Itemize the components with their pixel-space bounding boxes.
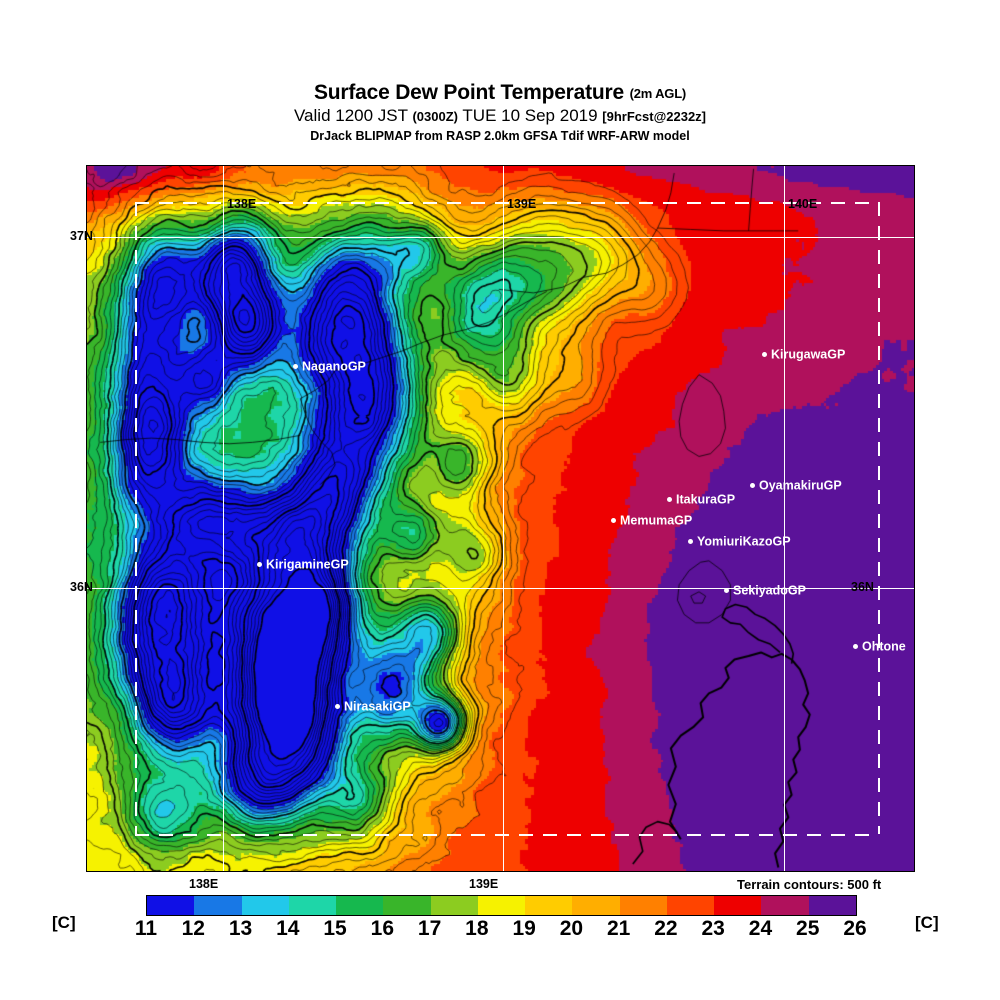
station-label: NirasakiGP [344, 699, 411, 714]
colorbar-tick-20: 20 [559, 917, 584, 940]
graticule-latitude-37N [87, 237, 914, 238]
colorbar-band-12 [194, 896, 242, 915]
station-label: KirigamineGP [266, 557, 349, 572]
colorbar-band-11 [147, 896, 195, 915]
colorbar-band-19 [525, 896, 573, 915]
colorbar-tick-21: 21 [606, 917, 631, 940]
station-marker-icon [667, 497, 672, 503]
station-label: MemumaGP [620, 513, 693, 528]
station-marker-icon [611, 518, 616, 524]
station-marker-icon [257, 562, 262, 568]
colorbar-tick-26: 26 [843, 917, 867, 940]
colorbar-band-20 [572, 896, 620, 915]
colorbar-band-23 [714, 896, 762, 915]
station-kirigaminegp[interactable]: KirigamineGP [257, 558, 349, 571]
colorbar-band-17 [430, 896, 478, 915]
colorbar-tick-14: 14 [276, 917, 300, 940]
colorbar-tick-13: 13 [228, 917, 253, 940]
station-label: ItakuraGP [676, 492, 736, 507]
station-label: NaganoGP [302, 359, 366, 374]
station-nirasakigp[interactable]: NirasakiGP [335, 700, 411, 713]
colorbar-tick-18: 18 [465, 917, 489, 940]
valid-time: Valid 1200 JST [293, 106, 408, 125]
valid-date: TUE 10 Sep 2019 [462, 106, 598, 125]
valid-time-line: Valid 1200 JST (0300Z) TUE 10 Sep 2019 [… [0, 106, 1000, 127]
colorbar-tick-23: 23 [701, 917, 725, 940]
station-memumagp[interactable]: MemumaGP [611, 514, 692, 527]
map-overlay: 138E 139E 140E NaganoGP KirugawaGP OyamakiruG… [87, 166, 914, 872]
valid-time-utc: (0300Z) [412, 109, 458, 124]
colorbar-band-24 [761, 896, 809, 915]
colorbar-band-14 [288, 896, 337, 915]
graticule-longitude-138E [223, 166, 224, 871]
colorbar-tick-22: 22 [654, 917, 678, 940]
station-fujigawagp[interactable]: FujigawaGP [384, 871, 465, 872]
page-title-main: Surface Dew Point Temperature [313, 81, 624, 104]
model-source: DrJack BLIPMAP from RASP 2.0km GFSA Tdif… [310, 129, 690, 143]
colorbar-tick-12: 12 [181, 917, 205, 940]
colorbar-band-16 [383, 896, 431, 915]
station-naganogp[interactable]: NaganoGP [293, 360, 366, 373]
station-marker-icon [293, 364, 298, 370]
forecast-tag: [9hrFcst@2232z] [602, 109, 707, 124]
colorbar-tick-19: 19 [512, 917, 536, 940]
station-oyamakirugp[interactable]: OyamakiruGP [750, 479, 842, 492]
graticule-latitude-36N [87, 588, 914, 589]
station-label: YomiuriKazoGP [697, 534, 791, 549]
station-marker-icon [750, 483, 755, 489]
lon-label-bottom-138e: 138E [189, 877, 219, 891]
lon-label-top-139E: 139E [507, 197, 537, 211]
station-ohtone[interactable]: Ohtone [853, 640, 906, 653]
lat-label-right-36n: 36N [851, 580, 874, 594]
station-marker-icon [724, 588, 729, 594]
lat-label-left-36n: 36N [70, 580, 93, 594]
station-label: OyamakiruGP [759, 478, 842, 493]
dewpoint-field [87, 166, 914, 871]
terrain-contour-note: Terrain contours: 500 ft [737, 877, 882, 892]
title-block: Surface Dew Point Temperature (2m AGL) V… [0, 82, 1000, 144]
lon-label-top-140E: 140E [788, 197, 818, 211]
colorbar-tick-11: 11 [134, 917, 158, 940]
station-yomiurikazogp[interactable]: YomiuriKazoGP [688, 535, 791, 548]
colorbar-band-21 [619, 896, 667, 915]
domain-box-bottom [135, 834, 878, 836]
domain-box-top [135, 202, 878, 204]
colorbar-band-18 [477, 896, 526, 915]
map-panel[interactable]: 138E 139E 140E NaganoGP KirugawaGP OyamakiruG… [86, 165, 915, 872]
colorbar-band-25 [808, 896, 856, 915]
station-sekiyadogp[interactable]: SekiyadoGP [724, 584, 806, 597]
colorbar-tick-16: 16 [370, 917, 395, 940]
station-kirugawagp[interactable]: KirugawaGP [762, 348, 845, 361]
station-marker-icon [853, 644, 858, 650]
colorbar: [C] [C] 11 12 13 14 15 16 17 18 19 20 21 22 23 24 25 26 [0, 893, 1000, 943]
lat-label-left-37n: 37N [70, 229, 93, 243]
colorbar-tick-17: 17 [417, 917, 442, 940]
colorbar-band-15 [336, 896, 384, 915]
station-itakuragp[interactable]: ItakuraGP [667, 493, 735, 506]
lon-label-top-138E: 138E [227, 197, 257, 211]
graticule-longitude-139E [503, 166, 504, 871]
station-label: KirugawaGP [771, 347, 846, 362]
colorbar-unit-right: [C] [915, 913, 939, 932]
station-marker-icon [335, 704, 340, 710]
domain-box-right [878, 202, 880, 834]
colorbar-tick-25: 25 [796, 917, 820, 940]
graticule-longitude-140E [784, 166, 785, 871]
station-marker-icon [762, 352, 767, 358]
page-title: Surface Dew Point Temperature (2m AGL) [0, 82, 1000, 105]
colorbar-unit-left: [C] [52, 913, 76, 932]
station-marker-icon [688, 539, 693, 545]
station-label: FujigawaGP [393, 871, 465, 872]
colorbar-band-22 [666, 896, 715, 915]
lon-label-bottom-139e: 139E [469, 877, 499, 891]
colorbar-band-13 [241, 896, 289, 915]
colorbar-tick-15: 15 [323, 917, 347, 940]
domain-box-left [135, 202, 137, 834]
page-title-suffix: (2m AGL) [629, 86, 687, 101]
colorbar-tick-24: 24 [748, 917, 773, 940]
station-label: SekiyadoGP [733, 583, 806, 598]
station-label: Ohtone [862, 639, 906, 654]
colorbar-scale [146, 895, 857, 916]
